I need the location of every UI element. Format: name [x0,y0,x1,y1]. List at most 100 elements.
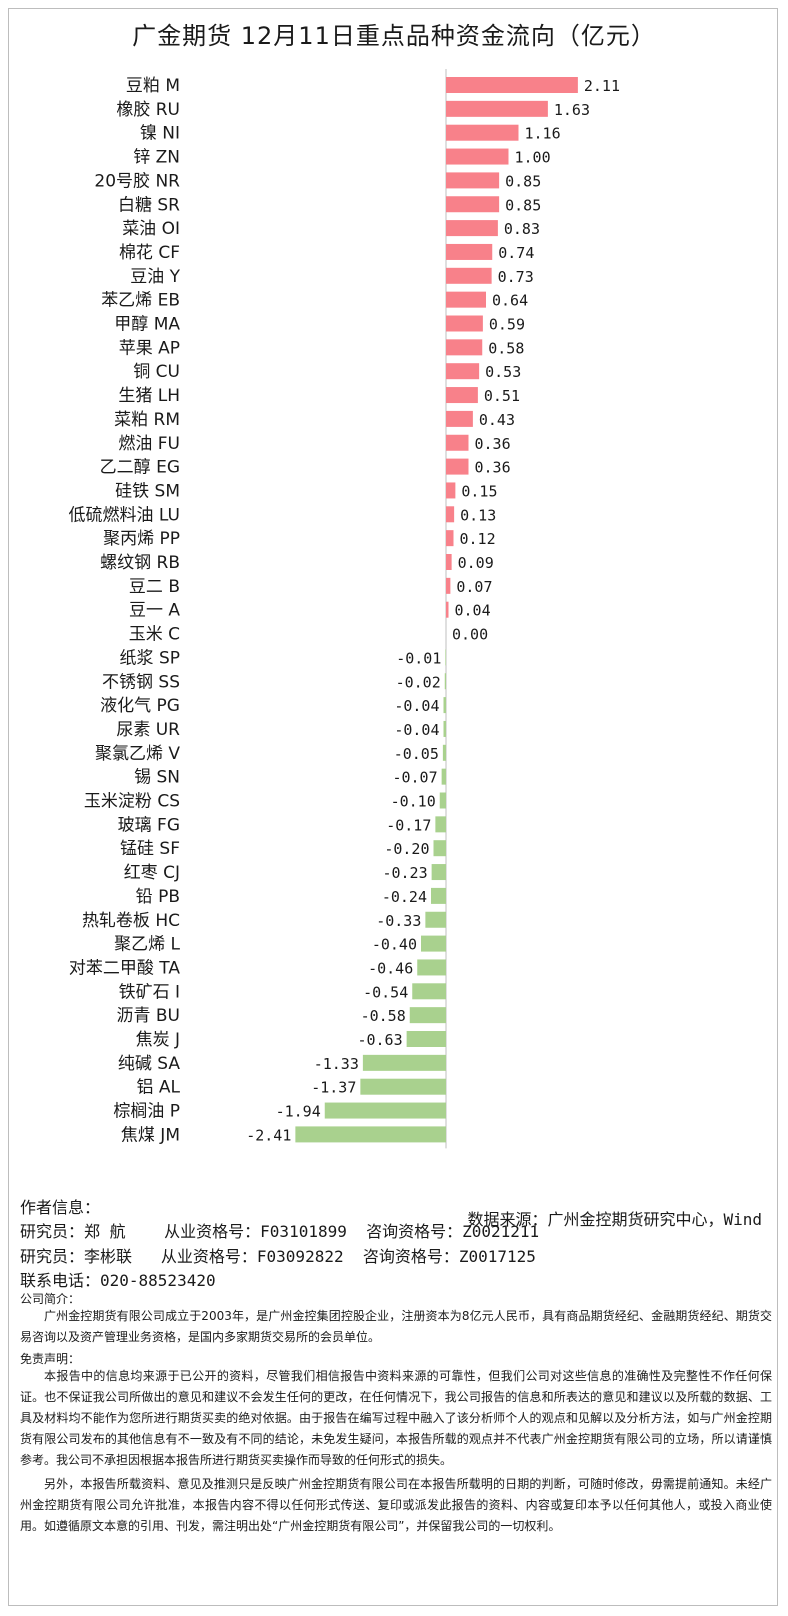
category-label-23: 玉米 C [129,625,180,645]
category-label-28: 聚氯乙烯 V [95,744,180,764]
category-label-33: 红枣 CJ [124,863,180,883]
bar-2 [446,124,519,141]
disclaimer-paragraph-1: 本报告中的信息均来源于已公开的资料，尽管我们相信报告中资料来源的可靠性，但我们公… [20,1369,772,1467]
value-label-15: 0.36 [475,435,511,453]
category-label-31: 玻璃 FG [118,815,180,835]
category-label-4: 20号胶 NR [94,171,180,191]
category-label-36: 聚乙烯 L [114,935,180,955]
value-label-26: -0.04 [394,697,439,715]
category-label-19: 聚丙烯 PP [103,529,180,549]
category-label-6: 菜油 OI [122,219,180,239]
contact-phone: 联系电话：020-88523420 [20,1271,216,1290]
bar-25 [444,673,446,690]
chart-title: 广金期货 12月11日重点品种资金流向（亿元） [132,22,656,50]
value-label-32: -0.20 [384,840,429,858]
category-label-18: 低硫燃料油 LU [69,505,180,525]
value-label-17: 0.15 [461,482,497,500]
value-label-6: 0.83 [504,220,540,238]
value-label-35: -0.33 [376,912,421,930]
bar-15 [446,434,469,451]
bar-37 [417,959,446,976]
value-label-3: 1.00 [515,149,551,167]
value-label-42: -1.37 [311,1079,356,1097]
value-label-20: 0.09 [458,554,494,572]
value-label-34: -0.24 [382,888,427,906]
bar-32 [433,840,446,857]
category-label-44: 焦煤 JM [121,1125,180,1145]
bar-30 [439,792,446,809]
bar-38 [412,983,446,1000]
bar-1 [446,100,548,117]
category-label-35: 热轧卷板 HC [82,911,180,931]
bar-19 [446,530,454,547]
bar-18 [446,506,455,523]
value-label-39: -0.58 [361,1007,406,1025]
value-label-1: 1.63 [554,101,590,119]
value-label-33: -0.23 [382,864,427,882]
bar-13 [446,387,478,404]
category-label-27: 尿素 UR [116,720,180,740]
category-label-0: 豆粕 M [126,76,180,96]
bar-27 [443,720,446,737]
value-label-29: -0.07 [392,769,437,787]
value-label-31: -0.17 [386,816,431,834]
value-label-28: -0.05 [394,745,439,763]
bar-12 [446,363,480,380]
category-label-30: 玉米淀粉 CS [84,792,180,812]
bar-6 [446,220,498,237]
disclaimer-paragraph-2: 另外，本报告所载资料、意见及推测只是反映广州金控期货有限公司在本报告所载明的日期… [20,1477,772,1533]
category-label-14: 菜粕 RM [114,410,180,430]
category-label-17: 硅铁 SM [115,481,180,501]
bar-36 [421,935,446,952]
category-label-3: 锌 ZN [133,148,180,168]
company-heading: 公司简介： [20,1292,81,1306]
value-label-27: -0.04 [394,721,439,739]
data-source: 数据来源：广州金控期货研究中心，Wind [467,1210,762,1229]
bar-7 [446,243,493,260]
bar-33 [431,864,446,881]
value-label-10: 0.59 [489,316,525,334]
category-label-10: 甲醇 MA [114,315,180,335]
value-label-2: 1.16 [525,125,561,143]
value-label-7: 0.74 [498,244,534,262]
bar-17 [446,482,456,499]
category-label-15: 燃油 FU [118,434,180,454]
category-label-25: 不锈钢 SS [102,672,180,692]
bar-41 [362,1054,446,1071]
bar-31 [435,816,446,833]
researcher-2: 研究员：李彬联 从业资格号：F03092822 咨询资格号：Z0017125 [20,1247,536,1266]
bar-5 [446,196,500,213]
researcher-1: 研究员：郑 航 从业资格号：F03101899 咨询资格号：Z0021211 [20,1222,540,1241]
category-label-29: 锡 SN [134,768,180,788]
value-label-22: 0.04 [455,602,491,620]
category-label-13: 生猪 LH [118,386,180,406]
category-label-7: 棉花 CF [119,243,180,263]
value-label-21: 0.07 [456,578,492,596]
category-label-16: 乙二醇 EG [100,458,180,478]
company-intro: 广州金控期货有限公司成立于2003年，是广州金控集团控股企业，注册资本为8亿元人… [20,1309,772,1344]
bar-4 [446,172,500,189]
bar-14 [446,410,473,427]
category-label-20: 螺纹钢 RB [100,553,180,573]
value-label-18: 0.13 [460,506,496,524]
category-label-9: 苯乙烯 EB [101,291,180,311]
category-label-40: 焦炭 J [136,1030,180,1050]
bar-28 [442,744,446,761]
bar-35 [425,911,446,928]
value-label-11: 0.58 [488,339,524,357]
bar-9 [446,291,486,308]
bar-43 [324,1102,446,1119]
bar-29 [441,768,446,785]
value-label-14: 0.43 [479,411,515,429]
category-label-1: 橡胶 RU [116,100,180,120]
category-label-11: 苹果 AP [119,338,180,358]
value-label-30: -0.10 [391,793,436,811]
value-label-23: 0.00 [452,626,488,644]
bar-26 [443,697,446,714]
category-label-21: 豆二 B [129,577,180,597]
category-label-12: 铜 CU [133,362,180,382]
value-label-5: 0.85 [505,196,541,214]
value-label-9: 0.64 [492,292,528,310]
value-label-24: -0.01 [396,649,441,667]
bar-8 [446,267,492,284]
